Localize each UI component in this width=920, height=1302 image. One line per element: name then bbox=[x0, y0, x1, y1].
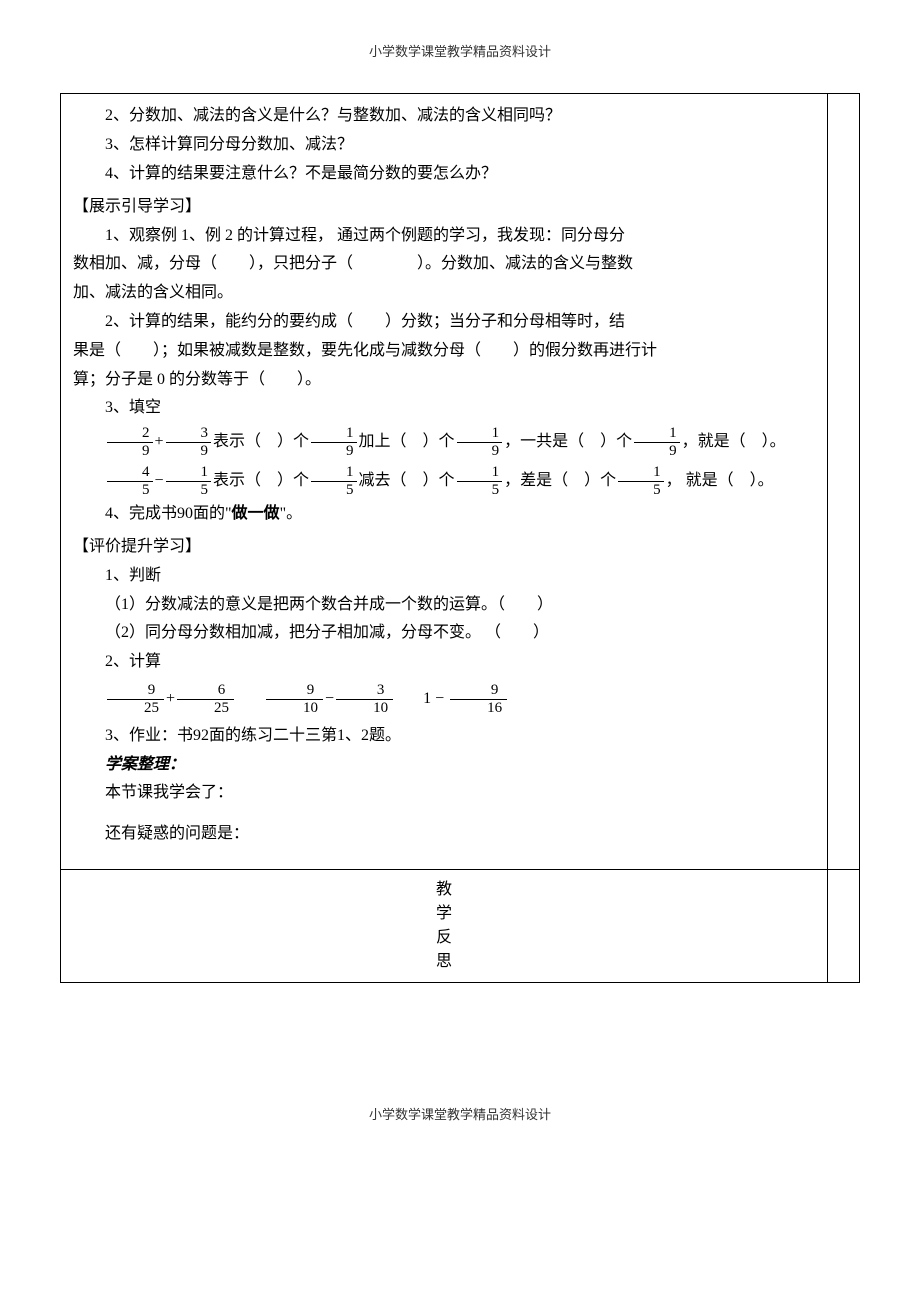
show-2c: 算；分子是 0 的分数等于（ ）。 bbox=[73, 366, 815, 395]
fraction: 910 bbox=[266, 683, 323, 716]
reflect-content-cell bbox=[828, 870, 860, 983]
question-2: 2、分数加、减法的含义是什么？与整数加、减法的含义相同吗？ bbox=[73, 102, 815, 131]
show-1b: 数相加、减，分母（ ），只把分子（ ）。分数加、减法的含义与整数 bbox=[73, 250, 815, 279]
section-eval-title: 【评价提升学习】 bbox=[73, 533, 815, 562]
show-1a: 1、观察例 1、例 2 的计算过程， 通过两个例题的学习，我发现：同分母分 bbox=[73, 222, 815, 251]
plan-title: 学案整理： bbox=[73, 751, 815, 780]
fraction: 15 bbox=[618, 465, 664, 498]
do-it-bold: 做一做 bbox=[232, 505, 280, 522]
fraction: 15 bbox=[311, 465, 357, 498]
fraction: 39 bbox=[166, 426, 212, 459]
fraction: 19 bbox=[634, 426, 680, 459]
fraction: 15 bbox=[166, 465, 212, 498]
fraction: 19 bbox=[311, 426, 357, 459]
plan-a: 本节课我学会了： bbox=[73, 779, 815, 808]
right-empty-cell bbox=[828, 94, 860, 870]
plan-b: 还有疑惑的问题是： bbox=[73, 820, 815, 849]
fill-blank-1: 29+39表示（ ）个19加上（ ）个19，一共是（ ）个19，就是（ ）。 bbox=[73, 423, 815, 462]
page-footer: 小学数学课堂教学精品资料设计 bbox=[60, 1103, 860, 1126]
section-show-title: 【展示引导学习】 bbox=[73, 193, 815, 222]
fraction: 19 bbox=[457, 426, 503, 459]
fraction: 916 bbox=[450, 683, 507, 716]
fraction: 29 bbox=[107, 426, 153, 459]
question-3: 3、怎样计算同分母分数加、减法？ bbox=[73, 131, 815, 160]
show-3-title: 3、填空 bbox=[73, 394, 815, 423]
fraction: 45 bbox=[107, 465, 153, 498]
eval-2-title: 2、计算 bbox=[73, 648, 815, 677]
main-table: 2、分数加、减法的含义是什么？与整数加、减法的含义相同吗？ 3、怎样计算同分母分… bbox=[60, 93, 860, 983]
question-4: 4、计算的结果要注意什么？不是最简分数的要怎么办？ bbox=[73, 160, 815, 189]
eval-1b: （2）同分母分数相加减，把分子相加减，分母不变。 （ ） bbox=[73, 619, 815, 648]
eval-3: 3、作业：书92面的练习二十三第1、2题。 bbox=[73, 722, 815, 751]
show-2a: 2、计算的结果，能约分的要约成（ ）分数；当分子和分母相等时，结 bbox=[73, 308, 815, 337]
eval-1a: （1）分数减法的意义是把两个数合并成一个数的运算。（ ） bbox=[73, 591, 815, 620]
show-1c: 加、减法的含义相同。 bbox=[73, 279, 815, 308]
fill-blank-2: 45−15表示（ ）个15减去（ ）个15，差是（ ）个15， 就是（ ）。 bbox=[73, 462, 815, 501]
content-cell: 2、分数加、减法的含义是什么？与整数加、减法的含义相同吗？ 3、怎样计算同分母分… bbox=[61, 94, 828, 870]
show-4: 4、完成书90面的"做一做"。 bbox=[73, 500, 815, 529]
compute-expressions: 925+625910−3101 − 916 bbox=[73, 677, 815, 722]
show-2b: 果是（ ）；如果被减数是整数，要先化成与减数分母（ ）的假分数再进行计 bbox=[73, 337, 815, 366]
fraction: 310 bbox=[336, 683, 393, 716]
reflect-label-cell: 教 学 反 思 bbox=[61, 870, 828, 983]
fraction: 625 bbox=[177, 683, 234, 716]
page-header: 小学数学课堂教学精品资料设计 bbox=[60, 40, 860, 63]
reflect-vertical-text: 教 学 反 思 bbox=[73, 878, 815, 974]
fraction: 925 bbox=[107, 683, 164, 716]
fraction: 15 bbox=[457, 465, 503, 498]
eval-1-title: 1、判断 bbox=[73, 562, 815, 591]
